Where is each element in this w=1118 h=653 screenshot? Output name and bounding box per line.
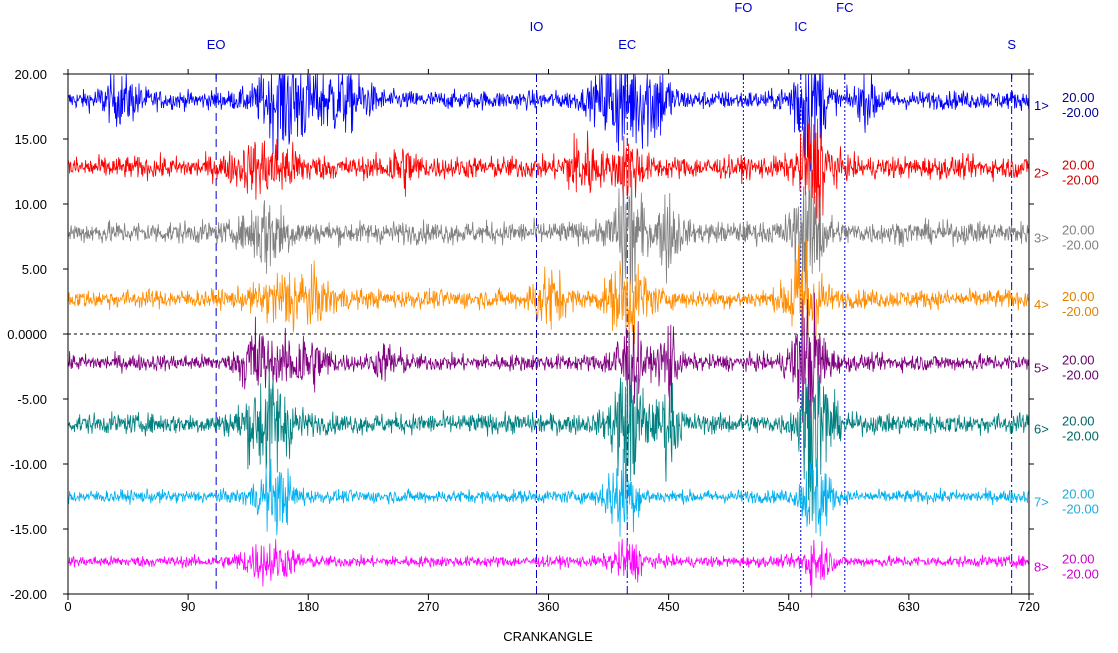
channel-8-scale-max: 20.00 — [1062, 552, 1095, 567]
event-label-io: IO — [530, 19, 544, 34]
trace-8 — [67, 539, 1030, 598]
channel-2-scale-min: -20.00 — [1062, 173, 1099, 188]
trace-5 — [67, 292, 1030, 431]
trace-2 — [67, 118, 1030, 231]
channel-1-name: 1> — [1034, 98, 1049, 113]
x-tick-label: 540 — [778, 599, 800, 614]
event-label-eo: EO — [207, 37, 226, 52]
x-tick-label: 720 — [1018, 599, 1040, 614]
x-tick-label: 630 — [898, 599, 920, 614]
trace-7 — [67, 448, 1030, 537]
channel-4-scale-max: 20.00 — [1062, 289, 1095, 304]
channel-2-name: 2> — [1034, 166, 1049, 181]
channel-3-name: 3> — [1034, 231, 1049, 246]
x-tick-label: 0 — [64, 599, 71, 614]
x-tick-label: 270 — [418, 599, 440, 614]
event-label-ec: EC — [618, 37, 636, 52]
channel-7-scale-max: 20.00 — [1062, 487, 1095, 502]
y-tick-label: 5.00 — [22, 262, 47, 277]
x-tick-label: 450 — [658, 599, 680, 614]
channel-7-scale-min: -20.00 — [1062, 502, 1099, 517]
x-tick-label: 90 — [181, 599, 195, 614]
trace-3 — [67, 154, 1030, 297]
channel-4-name: 4> — [1034, 297, 1049, 312]
axes: 20.00 15.00 10.00 5.00 0.0000 -5.00 -10.00 -15.… — [7, 67, 1040, 614]
channel-2-scale-max: 20.00 — [1062, 158, 1095, 173]
x-axis-label: CRANKANGLE — [503, 629, 593, 644]
y-tick-label: -20.00 — [10, 587, 47, 602]
trace-4 — [67, 231, 1030, 354]
y-tick-label: 0.0000 — [7, 327, 47, 342]
channel-1-scale-min: -20.00 — [1062, 105, 1099, 120]
channel-labels: 1>20.00-20.002>20.00-20.003>20.00-20.004… — [1034, 90, 1099, 582]
channel-5-scale-min: -20.00 — [1062, 368, 1099, 383]
channel-4-scale-min: -20.00 — [1062, 304, 1099, 319]
event-label-ic: IC — [794, 19, 807, 34]
channel-1-scale-max: 20.00 — [1062, 90, 1095, 105]
y-tick-label: 20.00 — [14, 67, 47, 82]
channel-5-scale-max: 20.00 — [1062, 353, 1095, 368]
trace-1 — [67, 72, 1030, 172]
event-label-fc: FC — [836, 0, 853, 15]
channel-6-scale-min: -20.00 — [1062, 429, 1099, 444]
trace-6 — [68, 348, 1030, 521]
channel-3-scale-max: 20.00 — [1062, 223, 1095, 238]
event-label-s: S — [1007, 37, 1016, 52]
y-tick-label: -15.00 — [10, 522, 47, 537]
x-tick-label: 180 — [297, 599, 319, 614]
y-tick-label: -10.00 — [10, 457, 47, 472]
y-tick-label: -5.00 — [17, 392, 47, 407]
channel-7-name: 7> — [1034, 495, 1049, 510]
y-tick-label: 15.00 — [14, 132, 47, 147]
channel-6-scale-max: 20.00 — [1062, 414, 1095, 429]
channel-8-name: 8> — [1034, 560, 1049, 575]
channel-6-name: 6> — [1034, 422, 1049, 437]
traces — [67, 72, 1030, 598]
x-tick-label: 360 — [538, 599, 560, 614]
channel-8-scale-min: -20.00 — [1062, 567, 1099, 582]
channel-5-name: 5> — [1034, 361, 1049, 376]
channel-3-scale-min: -20.00 — [1062, 238, 1099, 253]
y-tick-label: 10.00 — [14, 197, 47, 212]
event-label-fo: FO — [734, 0, 752, 15]
